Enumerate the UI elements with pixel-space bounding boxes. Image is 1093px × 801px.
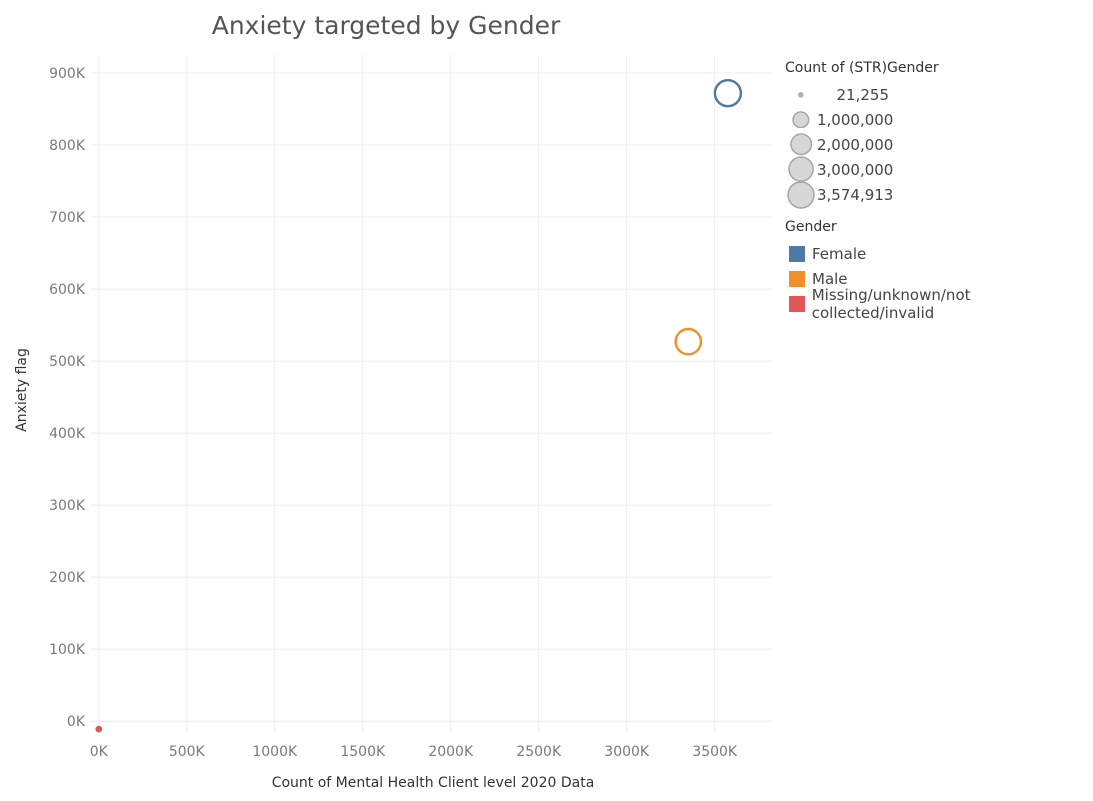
y-tick-label: 200K	[49, 570, 86, 586]
y-tick-label: 600K	[49, 282, 86, 298]
y-tick-label: 900K	[49, 66, 86, 82]
size-legend-label: 3,000,000	[817, 160, 894, 179]
color-swatch	[789, 245, 805, 262]
x-tick-label: 0K	[90, 744, 109, 760]
data-point[interactable]	[95, 725, 103, 733]
y-tick-label: 400K	[49, 426, 86, 442]
x-tick-label: 1000K	[252, 744, 298, 760]
y-axis-ticks: 0K 100K 200K 300K 400K 500K 600K 700K 800K 900K	[49, 66, 86, 730]
size-legend-label: 1,000,000	[817, 110, 894, 129]
x-tick-label: 2500K	[516, 744, 562, 760]
data-point[interactable]	[713, 78, 743, 108]
data-points	[95, 78, 743, 733]
color-legend-label: Male	[812, 269, 848, 288]
size-swatch	[785, 156, 817, 183]
x-tick-label: 2000K	[428, 744, 474, 760]
y-tick-label: 700K	[49, 210, 86, 226]
y-tick-label: 300K	[49, 498, 86, 514]
x-tick-label: 3000K	[604, 744, 650, 760]
size-legend-item[interactable]: 21,255	[785, 82, 1093, 107]
size-legend-label: 21,255	[836, 85, 890, 104]
x-axis-ticks: 0K 500K 1000K 1500K 2000K 2500K 3000K 3500K	[90, 744, 738, 760]
size-legend-label: 3,574,913	[817, 185, 894, 204]
y-tick-label: 0K	[67, 714, 86, 730]
grid	[90, 55, 771, 732]
color-legend: Female Male Missing/unknown/not collected/…	[785, 241, 1093, 322]
size-legend-item[interactable]: 3,574,913	[785, 180, 1093, 209]
color-legend-title: Gender	[785, 219, 837, 235]
x-tick-label: 3500K	[692, 744, 738, 760]
size-legend-item[interactable]: 1,000,000	[785, 107, 1093, 132]
y-axis-title: Anxiety flag	[14, 348, 30, 432]
color-legend-item[interactable]: Male	[785, 266, 1093, 291]
color-legend-label: Missing/unknown/not collected/invalid	[811, 285, 971, 322]
size-swatch	[785, 133, 817, 156]
size-swatch	[785, 91, 817, 99]
size-legend: 21,255 1,000,000 2,000,000 3,000,000 3,574,9…	[785, 82, 1093, 209]
size-legend-title: Count of (STR)Gender	[785, 60, 939, 76]
size-legend-item[interactable]: 3,000,000	[785, 156, 1093, 183]
size-legend-label: 2,000,000	[817, 135, 894, 154]
size-swatch	[785, 180, 817, 209]
legend: Count of (STR)Gender 21,255 1,000,000 2,00…	[785, 58, 1093, 322]
x-tick-label: 500K	[169, 744, 206, 760]
color-legend-item[interactable]: Female	[785, 241, 1093, 266]
chart-title: Anxiety targeted by Gender	[212, 11, 561, 40]
color-legend-item[interactable]: Missing/unknown/not collected/invalid	[785, 286, 1093, 322]
x-tick-label: 1500K	[340, 744, 386, 760]
y-tick-label: 800K	[49, 138, 86, 154]
size-swatch	[785, 110, 817, 129]
color-legend-label: Female	[812, 244, 867, 263]
y-tick-label: 100K	[49, 642, 86, 658]
x-axis-title: Count of Mental Health Client level 2020…	[272, 775, 595, 791]
size-legend-item[interactable]: 2,000,000	[785, 132, 1093, 157]
data-point[interactable]	[674, 327, 703, 356]
color-swatch	[789, 270, 805, 287]
y-tick-label: 500K	[49, 354, 86, 370]
color-swatch	[789, 295, 805, 312]
